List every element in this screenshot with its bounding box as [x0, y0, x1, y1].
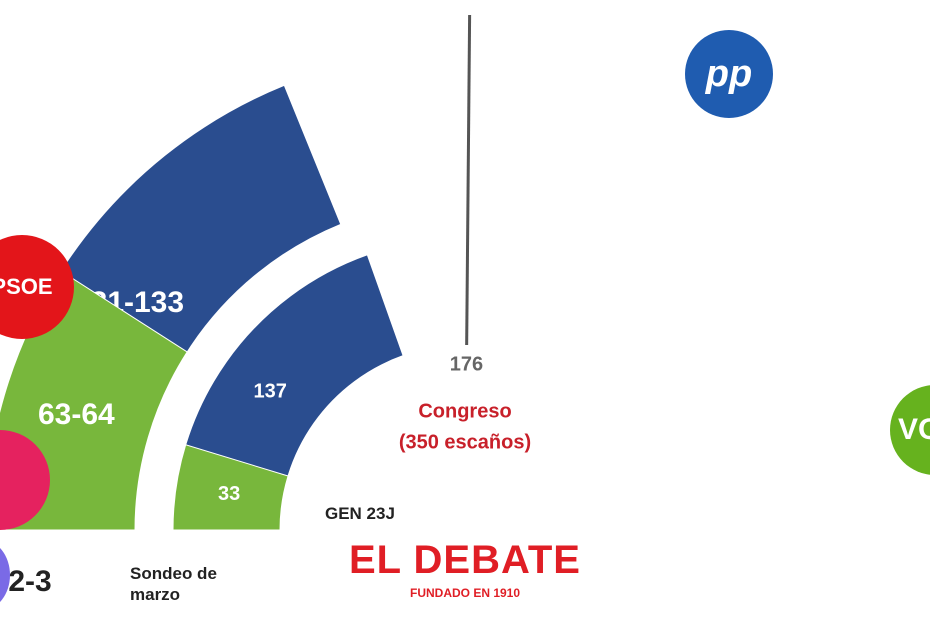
segment-label: 2-3 [8, 565, 51, 598]
majority-line [465, 15, 472, 346]
segment-label: 33 [218, 483, 240, 505]
center-label: Congreso [418, 400, 511, 422]
brand-name: EL DEBATE [349, 538, 581, 582]
segment-label: 63-64 [38, 398, 115, 431]
inner-ring-label: GEN 23J [325, 504, 395, 523]
majority-label: 176 [450, 353, 483, 375]
pp-logo: pp [685, 30, 773, 118]
podemos-logo [0, 540, 10, 610]
outer-ring-label: Sondeo de marzo [130, 564, 217, 604]
brand-tagline: FUNDADO EN 1910 [409, 586, 521, 600]
center-sublabel: (350 escaños) [399, 431, 531, 453]
seat-segment [172, 444, 289, 531]
segment-label: 137 [253, 381, 286, 403]
